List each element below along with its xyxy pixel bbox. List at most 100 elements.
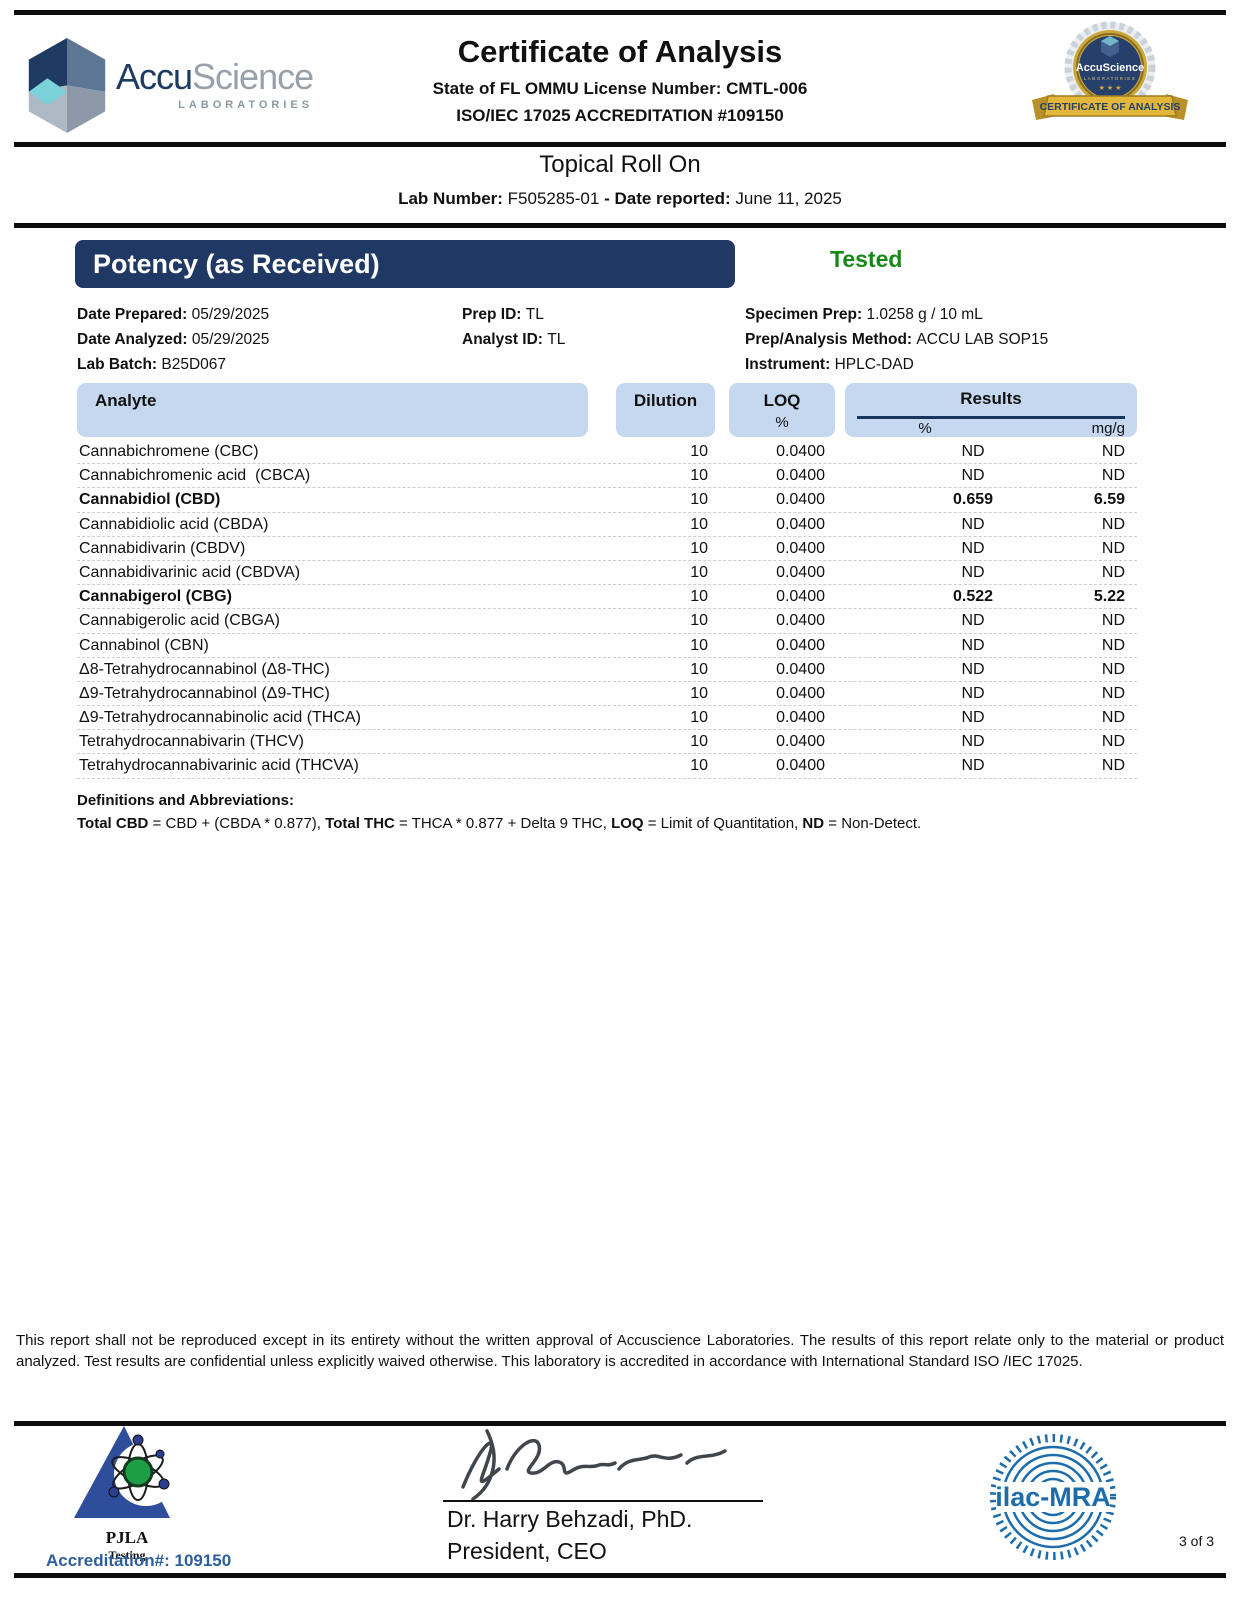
analyte-name: Δ9-Tetrahydrocannabinolic acid (THCA): [79, 709, 361, 727]
result-percent-value: ND: [961, 709, 985, 727]
analyst-id: Analyst ID: TL: [462, 331, 566, 348]
date-prepared: Date Prepared: 05/29/2025: [77, 306, 270, 323]
table-row: Cannabichromenic acid (CBCA) 10 0.0400 N…: [77, 464, 1137, 489]
result-percent-value: ND: [961, 636, 985, 654]
results-percent-label: %: [918, 420, 932, 437]
prep-id: Prep ID: TL: [462, 306, 544, 323]
sample-divider: [14, 223, 1226, 228]
dilution-value: 10: [690, 491, 708, 509]
table-row: Cannabidiolic acid (CBDA) 10 0.0400 ND N…: [77, 513, 1137, 537]
result-percent-value: ND: [961, 612, 985, 630]
dilution-value: 10: [690, 612, 708, 630]
analyte-name: Cannabidivarinic acid (CBDVA): [79, 563, 301, 581]
analyte-name: Cannabigerolic acid (CBGA): [79, 612, 280, 630]
dilution-value: 10: [690, 443, 708, 460]
result-mgg-value: ND: [1101, 515, 1125, 533]
lab-number-line: Lab Number: F505285-01 - Date reported: …: [0, 189, 1240, 209]
potency-section-header: Potency (as Received): [75, 240, 735, 288]
analyte-name: Tetrahydrocannabivarin (THCV): [79, 733, 304, 751]
ilac-mra-icon: ilac-MRA: [988, 1432, 1118, 1567]
pjla-logo: PJLA Testing: [62, 1426, 192, 1563]
result-mgg-value: ND: [1101, 660, 1125, 678]
result-mgg-value: ND: [1101, 636, 1125, 654]
bottom-divider: [14, 1573, 1226, 1578]
tested-status-badge: Tested: [830, 246, 903, 272]
result-percent-value: ND: [961, 539, 985, 557]
column-header-results: Results % mg/g: [845, 383, 1137, 437]
results-mgg-label: mg/g: [1091, 420, 1125, 437]
date-reported-value: June 11, 2025: [730, 189, 842, 208]
top-divider: [14, 10, 1226, 15]
logo-wordmark: AccuScience LABORATORIES: [116, 56, 314, 111]
lab-number-label: Lab Number:: [398, 189, 503, 208]
result-mgg-value: 6.59: [1093, 491, 1125, 509]
license-line: State of FL OMMU License Number: CMTL-00…: [432, 79, 808, 98]
column-header-loq: LOQ %: [729, 383, 835, 437]
dilution-value: 10: [690, 757, 708, 775]
table-row: Δ9-Tetrahydrocannabinol (Δ9-THC) 10 0.04…: [77, 682, 1137, 707]
dilution-value: 10: [690, 563, 708, 581]
seal-banner-text: CERTIFICATE OF ANALYSIS: [1040, 101, 1181, 113]
result-percent-value: ND: [961, 515, 985, 533]
product-name: Topical Roll On: [539, 151, 701, 178]
page-title: Certificate of Analysis: [457, 34, 783, 69]
analyte-name: Cannabidivarin (CBDV): [79, 539, 246, 557]
dilution-value: 10: [690, 588, 708, 606]
dilution-value: 10: [690, 733, 708, 751]
table-row: Δ9-Tetrahydrocannabinolic acid (THCA) 10…: [77, 706, 1137, 731]
dilution-value: 10: [690, 539, 708, 557]
loq-value: 0.0400: [776, 539, 825, 557]
analyte-name: Δ9-Tetrahydrocannabinol (Δ9-THC): [79, 684, 330, 702]
result-mgg-value: ND: [1101, 684, 1125, 702]
dash-separator: -: [604, 189, 615, 208]
logo-accu-text: Accu: [116, 56, 193, 97]
seal-laboratories-text: LABORATORIES: [1084, 76, 1137, 81]
instrument: Instrument: HPLC-DAD: [745, 356, 914, 373]
result-percent-value: 0.522: [952, 588, 994, 606]
table-row: Cannabichromene (CBC) 10 0.0400 ND ND: [77, 440, 1137, 465]
loq-value: 0.0400: [776, 660, 825, 678]
header-title-block: Certificate of Analysis State of FL OMMU…: [310, 34, 930, 126]
coa-seal-icon: AccuScience LABORATORIES ★ ★ ★ CERTIFICA…: [1026, 20, 1194, 135]
signer-title: President, CEO: [447, 1538, 607, 1564]
accreditation-line: ISO/IEC 17025 ACCREDITATION #109150: [456, 106, 784, 125]
result-mgg-value: ND: [1101, 467, 1125, 485]
header-divider: [14, 142, 1226, 147]
date-reported-label: Date reported:: [614, 189, 731, 208]
result-mgg-value: ND: [1101, 709, 1125, 727]
pjla-accreditation: Accreditation#: 109150: [46, 1551, 232, 1570]
dilution-value: 10: [690, 709, 708, 727]
analyte-name: Cannabichromene (CBC): [79, 443, 259, 460]
signature-icon: [443, 1425, 773, 1508]
meta-column-dates: Date Prepared: 05/29/2025 Date Analyzed:…: [77, 302, 269, 377]
result-mgg-value: ND: [1101, 563, 1125, 581]
loq-value: 0.0400: [776, 563, 825, 581]
loq-value: 0.0400: [776, 684, 825, 702]
table-row: Cannabigerolic acid (CBGA) 10 0.0400 ND …: [77, 609, 1137, 634]
analyte-name: Cannabidiol (CBD): [79, 491, 221, 509]
loq-value: 0.0400: [776, 636, 825, 654]
prep-method: Prep/Analysis Method: ACCU LAB SOP15: [745, 331, 1049, 348]
loq-value: 0.0400: [776, 612, 825, 630]
table-row: Cannabidiol (CBD) 10 0.0400 0.659 6.59: [77, 488, 1137, 513]
definitions-heading: Definitions and Abbreviations:: [77, 792, 294, 809]
result-mgg-value: 5.22: [1093, 588, 1125, 606]
loq-value: 0.0400: [776, 733, 825, 751]
meta-column-analyst: Prep ID: TL Analyst ID: TL: [462, 302, 565, 352]
loq-value: 0.0400: [776, 443, 825, 460]
column-header-dilution: Dilution: [616, 383, 715, 437]
table-row: Cannabidivarinic acid (CBDVA) 10 0.0400 …: [77, 561, 1137, 586]
result-mgg-value: ND: [1101, 539, 1125, 557]
footer-divider: [14, 1421, 1226, 1426]
analyte-rows: Cannabichromene (CBC) 10 0.0400 ND ND Ca…: [77, 440, 1137, 779]
result-percent-value: ND: [961, 733, 985, 751]
lab-batch: Lab Batch: B25D067: [77, 356, 227, 373]
dilution-value: 10: [690, 515, 708, 533]
signature-line: [443, 1500, 763, 1502]
dilution-value: 10: [690, 660, 708, 678]
result-mgg-value: ND: [1101, 733, 1125, 751]
analyte-name: Cannabichromenic acid (CBCA): [79, 467, 311, 485]
table-row: Cannabidivarin (CBDV) 10 0.0400 ND ND: [77, 537, 1137, 561]
result-percent-value: ND: [961, 660, 985, 678]
